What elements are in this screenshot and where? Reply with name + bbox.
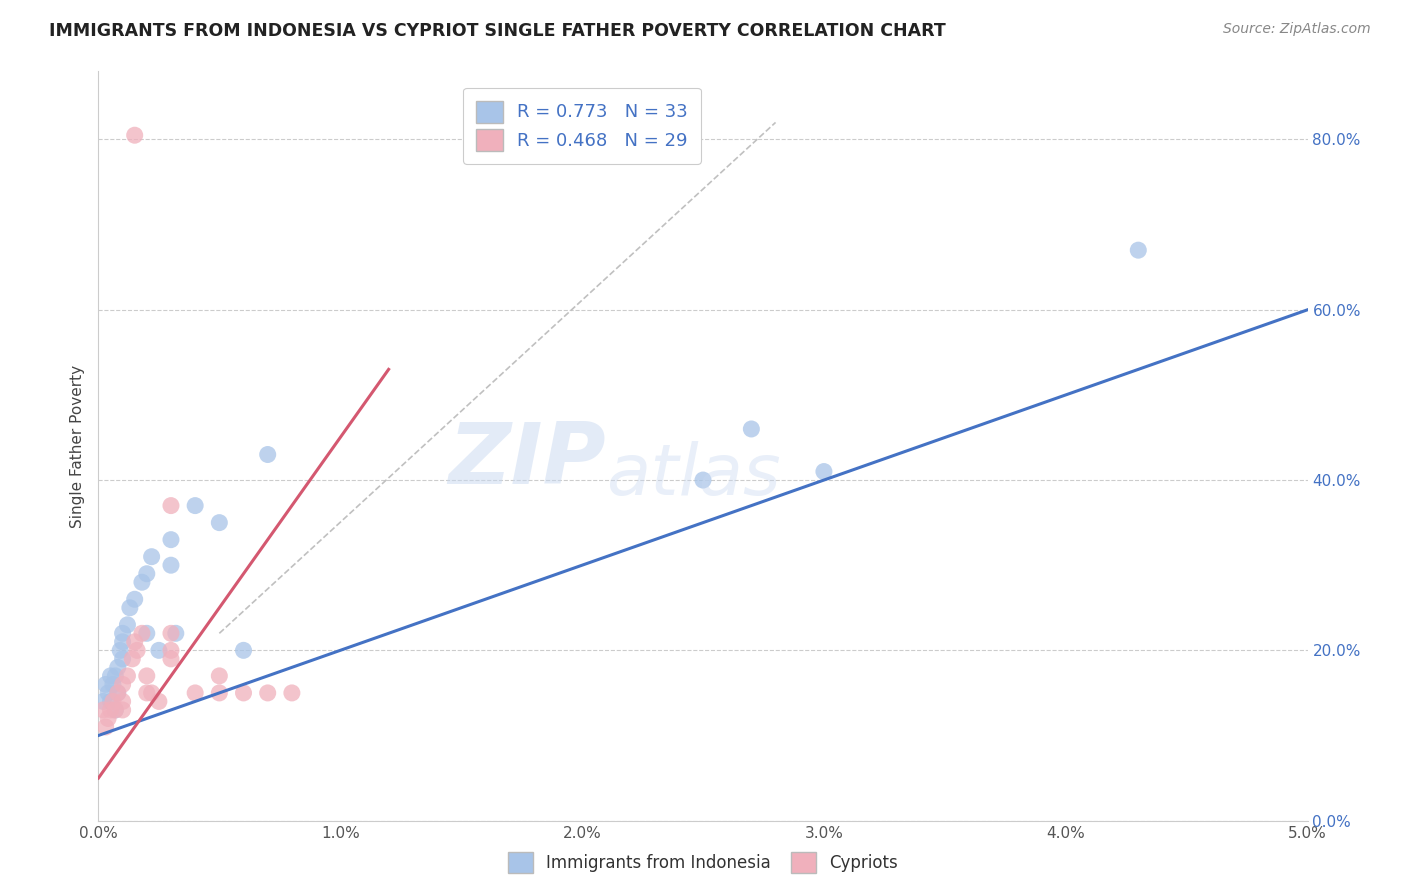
- Point: [160, 652, 183, 666]
- Point: [135, 626, 157, 640]
- Point: [208, 669, 231, 683]
- Point: [111, 677, 134, 691]
- Point: [135, 669, 157, 683]
- Point: [104, 703, 127, 717]
- Point: [208, 516, 231, 530]
- Point: [104, 669, 127, 683]
- Point: [141, 686, 163, 700]
- Point: [97, 711, 120, 725]
- Point: [124, 635, 146, 649]
- Point: [97, 686, 120, 700]
- Point: [100, 694, 122, 708]
- Point: [91, 694, 114, 708]
- Point: [160, 533, 183, 547]
- Point: [124, 128, 146, 143]
- Point: [740, 422, 762, 436]
- Point: [117, 617, 139, 632]
- Point: [111, 703, 134, 717]
- Point: [813, 465, 835, 479]
- Point: [184, 686, 207, 700]
- Text: IMMIGRANTS FROM INDONESIA VS CYPRIOT SINGLE FATHER POVERTY CORRELATION CHART: IMMIGRANTS FROM INDONESIA VS CYPRIOT SIN…: [49, 22, 946, 40]
- Point: [256, 448, 278, 462]
- Point: [91, 703, 114, 717]
- Point: [101, 694, 124, 708]
- Point: [107, 660, 129, 674]
- Point: [141, 549, 163, 564]
- Point: [692, 473, 714, 487]
- Text: atlas: atlas: [606, 442, 780, 510]
- Y-axis label: Single Father Poverty: Single Father Poverty: [69, 365, 84, 527]
- Point: [232, 686, 254, 700]
- Point: [160, 643, 183, 657]
- Point: [118, 600, 141, 615]
- Point: [160, 499, 183, 513]
- Point: [256, 686, 278, 700]
- Point: [131, 575, 153, 590]
- Point: [135, 566, 157, 581]
- Point: [117, 669, 139, 683]
- Point: [111, 626, 134, 640]
- Point: [100, 669, 122, 683]
- Point: [94, 677, 117, 691]
- Point: [135, 686, 157, 700]
- Point: [101, 677, 124, 691]
- Point: [160, 626, 183, 640]
- Point: [127, 643, 149, 657]
- Point: [107, 686, 129, 700]
- Legend: Immigrants from Indonesia, Cypriots: Immigrants from Indonesia, Cypriots: [502, 846, 904, 880]
- Point: [148, 643, 170, 657]
- Legend: R = 0.773   N = 33, R = 0.468   N = 29: R = 0.773 N = 33, R = 0.468 N = 29: [464, 88, 700, 163]
- Point: [111, 694, 134, 708]
- Point: [124, 592, 146, 607]
- Point: [108, 643, 131, 657]
- Point: [281, 686, 304, 700]
- Point: [104, 703, 127, 717]
- Point: [100, 703, 122, 717]
- Point: [94, 720, 117, 734]
- Point: [165, 626, 187, 640]
- Text: Source: ZipAtlas.com: Source: ZipAtlas.com: [1223, 22, 1371, 37]
- Point: [111, 635, 134, 649]
- Point: [131, 626, 153, 640]
- Point: [208, 686, 231, 700]
- Point: [160, 558, 183, 573]
- Point: [148, 694, 170, 708]
- Point: [107, 686, 129, 700]
- Point: [232, 643, 254, 657]
- Point: [1128, 243, 1150, 257]
- Text: ZIP: ZIP: [449, 419, 606, 502]
- Point: [111, 652, 134, 666]
- Point: [184, 499, 207, 513]
- Point: [121, 652, 143, 666]
